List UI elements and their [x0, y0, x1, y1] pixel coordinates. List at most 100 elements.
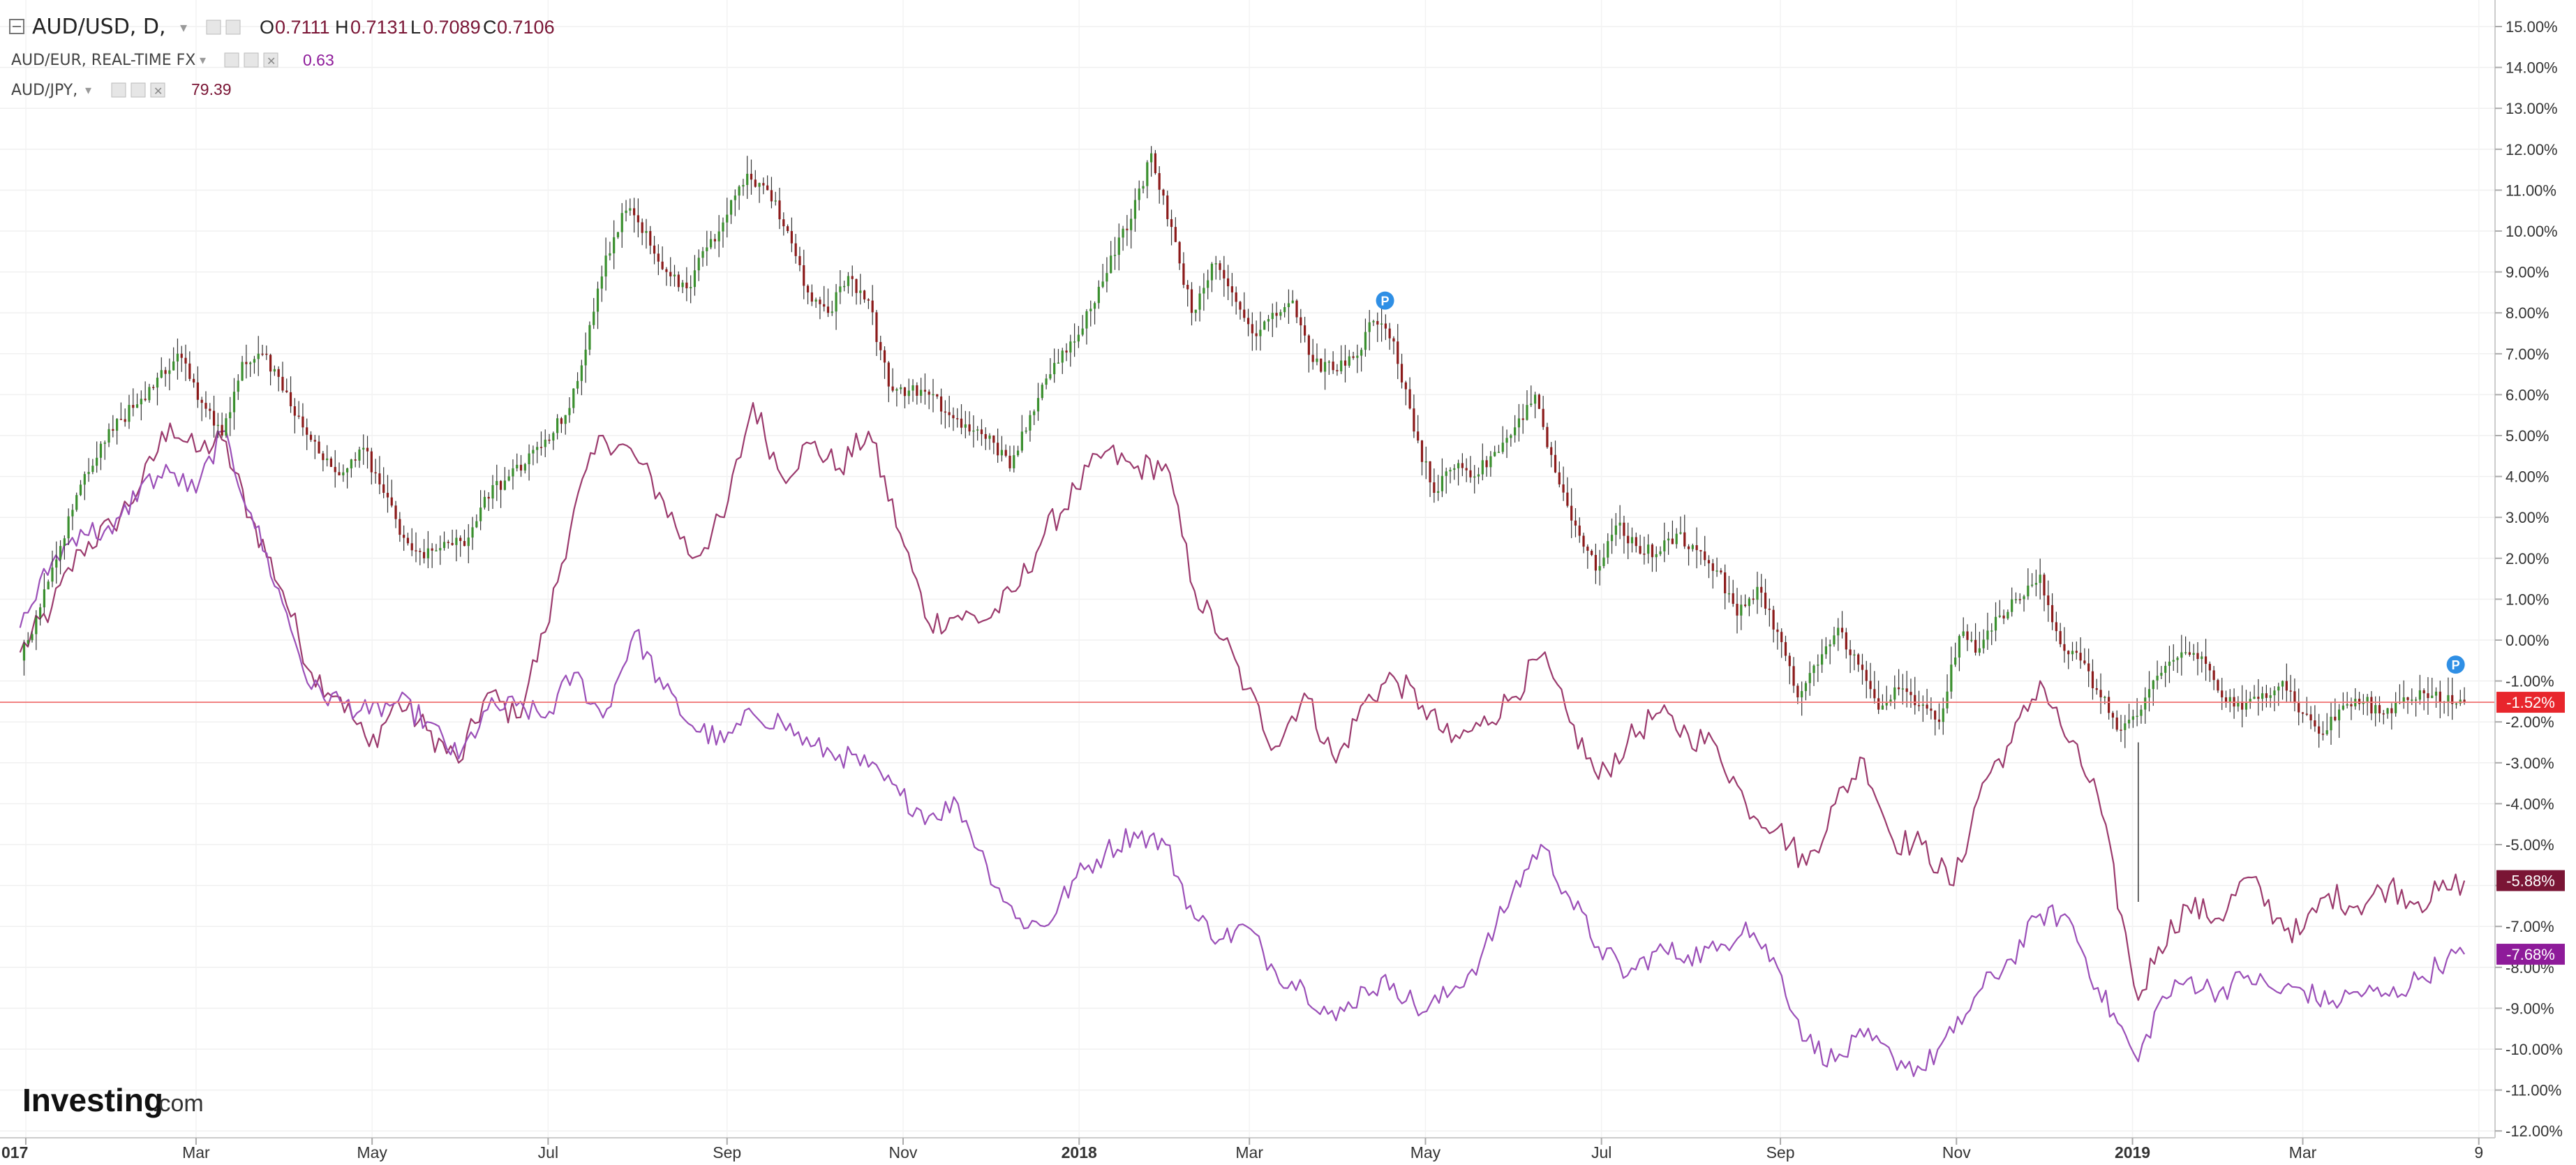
candle-body: [1235, 292, 1237, 302]
close-glyph: ✕: [154, 86, 163, 98]
candle-body: [997, 443, 999, 456]
candle-body: [1352, 356, 1355, 358]
legend-main-symbol[interactable]: AUD/USD, D,: [32, 15, 166, 39]
candle-body: [1057, 362, 1060, 364]
candle-body: [1914, 695, 1916, 706]
candle-body: [580, 365, 583, 381]
candle-body: [1837, 628, 1840, 636]
candle-body: [63, 538, 66, 547]
candle-body: [265, 353, 268, 355]
candle-body: [345, 468, 349, 473]
candle-body: [2350, 704, 2353, 706]
candle-body: [1154, 153, 1157, 174]
candle-body: [1122, 228, 1124, 238]
candle-body: [277, 369, 280, 377]
chevron-down-icon[interactable]: ▾: [180, 20, 187, 36]
candle-body: [681, 282, 684, 288]
candle-body: [1861, 665, 1864, 670]
candle-body: [778, 200, 781, 220]
candle-body: [1255, 333, 1258, 336]
candle-body: [1840, 628, 1844, 632]
chevron-down-icon[interactable]: ▾: [85, 83, 91, 97]
candle-body: [2342, 705, 2344, 710]
candle-body: [2160, 672, 2163, 676]
candle-body: [354, 459, 357, 461]
legend-eur-symbol[interactable]: AUD/EUR, REAL-TIME FX: [11, 52, 195, 69]
legend-open-label: O: [260, 17, 274, 38]
candle-body: [968, 424, 971, 432]
p-marker-icon[interactable]: [2446, 655, 2465, 674]
candle-body: [863, 290, 866, 299]
candle-body: [1424, 461, 1427, 463]
candle-body: [661, 261, 664, 269]
x-tick-label: 9: [2474, 1143, 2483, 1162]
candle-body: [2043, 574, 2046, 596]
legend-row-aud-eur[interactable]: AUD/EUR, REAL-TIME FX ▾ ✕ 0.63: [11, 51, 334, 69]
candle-body: [2027, 585, 2030, 597]
candle-body: [1327, 362, 1330, 363]
legend-row-main[interactable]: AUD/USD, D, ▾ O 0.7111 H 0.7131 L 0.7089…: [9, 15, 555, 39]
gear-icon[interactable]: [244, 52, 259, 68]
candle-body: [548, 439, 551, 441]
candle-body: [855, 279, 858, 293]
candle-body: [1812, 665, 1815, 674]
p-marker-label: P: [1381, 295, 1390, 309]
candle-body: [1578, 525, 1581, 536]
visibility-icon[interactable]: [224, 52, 239, 68]
candle-body: [39, 607, 42, 618]
close-icon[interactable]: [263, 52, 278, 68]
candle-body: [1343, 360, 1347, 366]
candle-body: [507, 476, 510, 481]
candle-body: [1917, 705, 1921, 706]
candle-body: [2221, 690, 2224, 698]
gear-icon[interactable]: [131, 82, 146, 98]
candle-body: [1699, 550, 1702, 551]
collapse-icon[interactable]: [9, 19, 24, 34]
candle-body: [1469, 470, 1472, 477]
legend-row-aud-jpy[interactable]: AUD/JPY, ▾ ✕ 79.39: [11, 80, 232, 99]
candle-body: [447, 542, 449, 543]
gear-icon[interactable]: [225, 20, 241, 35]
p-marker-icon[interactable]: [1376, 291, 1394, 310]
candle-body: [1683, 532, 1686, 547]
y-tick-label: -9.00%: [2506, 1000, 2554, 1017]
visibility-icon[interactable]: [111, 82, 126, 98]
candle-body: [83, 474, 86, 485]
candle-body: [1788, 655, 1791, 667]
legend-jpy-symbol[interactable]: AUD/JPY,: [11, 82, 77, 99]
candle-body: [2147, 689, 2151, 698]
candle-body: [1752, 598, 1755, 600]
candle-body: [903, 387, 907, 396]
candle-body: [916, 385, 918, 396]
candle-body: [1982, 639, 1985, 648]
candle-body: [576, 380, 579, 389]
candle-body: [2390, 708, 2393, 713]
y-tick-label: -11.00%: [2506, 1082, 2561, 1099]
candle-body: [269, 355, 272, 372]
candle-body: [455, 537, 458, 545]
settings-icon[interactable]: [206, 20, 221, 35]
candle-body: [1440, 475, 1444, 491]
candle-body: [750, 173, 753, 180]
close-icon[interactable]: [150, 82, 165, 98]
candle-body: [51, 567, 54, 582]
y-tick-label: -12.00%: [2506, 1122, 2563, 1140]
candle-body: [1481, 460, 1484, 475]
candle-body: [1538, 394, 1540, 409]
candle-body: [1138, 188, 1140, 200]
y-tick-label: -5.00%: [2506, 836, 2554, 854]
candle-body: [1602, 557, 1605, 566]
candle-body: [2431, 695, 2434, 699]
candle-body: [2217, 680, 2219, 691]
candle-body: [2091, 671, 2094, 688]
candle-body: [479, 507, 482, 521]
value-badge-bg: [2496, 870, 2565, 891]
chevron-down-icon[interactable]: ▾: [200, 53, 206, 67]
y-tick-label: -4.00%: [2506, 795, 2554, 812]
candle-body: [249, 362, 252, 364]
candle-body: [758, 183, 761, 187]
candle-body: [394, 505, 397, 519]
candle-body: [241, 362, 244, 381]
x-tick-label: Mar: [2289, 1143, 2317, 1162]
